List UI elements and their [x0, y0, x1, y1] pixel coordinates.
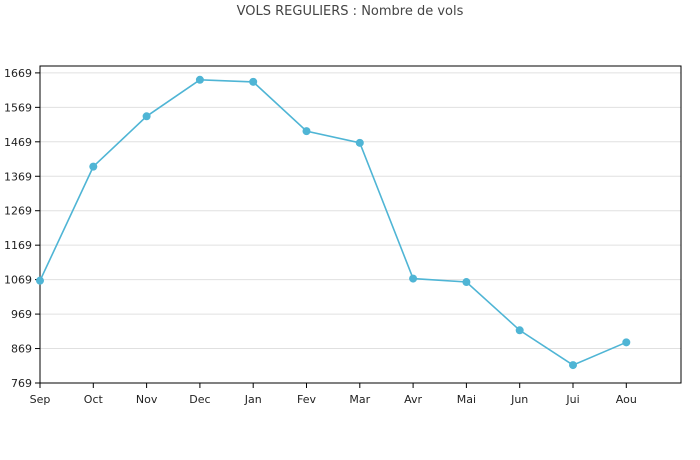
- data-point: [302, 127, 311, 136]
- data-point: [409, 274, 418, 283]
- data-point: [355, 138, 364, 147]
- x-tick-label: Sep: [30, 393, 51, 406]
- data-point: [462, 278, 471, 287]
- data-point: [36, 276, 44, 285]
- series-layer: [36, 75, 631, 370]
- x-tick-label: Aou: [616, 393, 637, 406]
- y-tick-label: 1569: [4, 101, 32, 114]
- y-tick-label: 1269: [4, 205, 32, 218]
- grid-lines: [40, 72, 681, 384]
- plot-frame: [39, 65, 682, 384]
- data-point: [142, 112, 151, 121]
- data-point: [249, 77, 258, 86]
- y-tick-label: 1469: [4, 136, 32, 149]
- data-point: [569, 361, 577, 370]
- chart-title: VOLS REGULIERS : Nombre de vols: [236, 4, 464, 19]
- x-tick-label: Avr: [404, 393, 422, 406]
- y-tick-label: 1169: [4, 239, 32, 252]
- y-tick-label: 1069: [4, 274, 32, 287]
- data-point: [195, 75, 204, 84]
- series-line: [39, 78, 627, 367]
- data-point: [89, 162, 98, 171]
- data-point: [622, 338, 631, 347]
- x-tick-label: Jui: [565, 393, 579, 406]
- y-tick-label: 1669: [4, 67, 32, 80]
- x-axis: Sep Oct Nov Dec Jan Fev Mar Avr Mai Jun Jui Aou: [30, 383, 637, 406]
- x-tick-label: Jan: [244, 393, 262, 406]
- x-tick-label: Nov: [136, 393, 158, 406]
- x-tick-label: Jun: [510, 393, 528, 406]
- y-tick-label: 769: [11, 377, 32, 390]
- y-tick-label: 969: [11, 308, 32, 321]
- x-tick-label: Fev: [297, 393, 316, 406]
- y-axis: 769 869 969 1069 1169 1269 1369 1469 1569 1669: [4, 67, 40, 390]
- x-tick-label: Oct: [84, 393, 104, 406]
- y-tick-label: 1369: [4, 170, 32, 183]
- x-tick-label: Mai: [457, 393, 476, 406]
- y-tick-label: 869: [11, 343, 32, 356]
- data-point: [515, 326, 524, 335]
- x-tick-label: Mar: [349, 393, 370, 406]
- x-tick-label: Dec: [189, 393, 210, 406]
